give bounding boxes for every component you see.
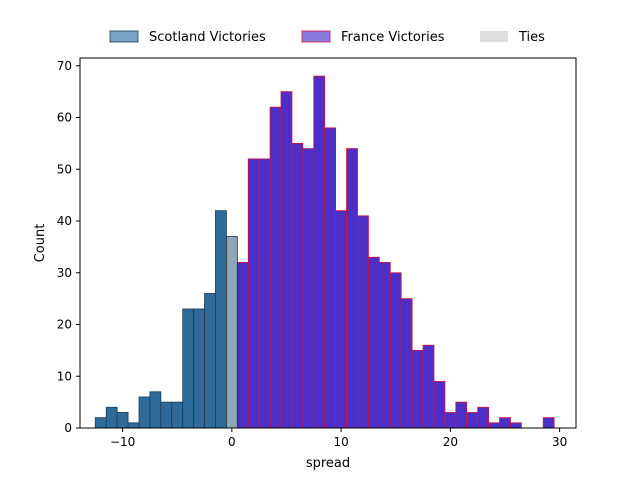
bar-france-victories-7	[313, 75, 326, 429]
y-tick-label: 20	[57, 318, 72, 332]
bar-scotland-victories-7	[171, 401, 184, 429]
bar-ties-0	[225, 236, 238, 429]
bar-france-victories-20	[455, 401, 468, 429]
x-axis: −10 0 10 20 30	[110, 428, 567, 449]
bar-france-victories-23	[488, 422, 500, 429]
bar-france-victories-25	[510, 422, 522, 429]
bar-france-victories-16	[411, 349, 424, 429]
y-axis: 0 10 20 30 40 50 60 70	[57, 59, 80, 435]
x-tick-label: 0	[228, 435, 236, 449]
bar-scotland-victories-4	[138, 396, 151, 429]
bar-france-victories-12	[368, 256, 380, 429]
bar-scotland-victories-11	[215, 210, 227, 429]
bar-scotland-victories-2	[116, 412, 129, 429]
y-tick-label: 50	[57, 162, 72, 176]
bar-france-victories-24	[499, 417, 511, 429]
legend-label: Scotland Victories	[149, 30, 266, 45]
y-axis-label: Count	[33, 224, 48, 263]
bar-france-victories-2	[258, 158, 271, 429]
bar-france-victories-4	[280, 91, 293, 429]
y-tick-label: 30	[57, 266, 72, 280]
bar-france-victories-13	[378, 262, 391, 429]
bar-france-victories-6	[302, 148, 315, 429]
bar-france-victories-11	[357, 215, 369, 429]
bar-scotland-victories-6	[160, 401, 173, 429]
legend-swatch-ties	[480, 31, 508, 42]
bar-scotland-victories-10	[204, 293, 216, 429]
bar-france-victories-26	[542, 417, 555, 429]
legend-label: Ties	[518, 30, 545, 45]
bar-france-victories-9	[335, 210, 347, 429]
legend-swatch-france-victories	[301, 30, 331, 43]
bar-france-victories-19	[444, 412, 457, 429]
y-tick-label: 10	[57, 369, 72, 383]
bars	[94, 75, 555, 429]
legend: Scotland Victories France Victories Ties	[109, 30, 545, 45]
bar-scotland-victories-3	[127, 422, 140, 429]
legend-label: France Victories	[341, 30, 445, 45]
bar-scotland-victories-9	[193, 308, 205, 429]
plot-frame	[79, 57, 577, 429]
y-tick-label: 60	[57, 111, 72, 125]
x-axis-label: spread	[306, 456, 350, 471]
bar-france-victories-1	[247, 158, 260, 429]
y-tick-label: 0	[64, 421, 72, 435]
bar-france-victories-17	[422, 344, 435, 429]
bar-france-victories-10	[346, 148, 358, 429]
bar-france-victories-18	[433, 381, 446, 429]
x-tick-label: 10	[333, 435, 348, 449]
bar-france-victories-22	[477, 406, 489, 429]
legend-swatch-scotland-victories	[109, 30, 139, 43]
bar-scotland-victories-0	[94, 417, 107, 429]
bar-france-victories-21	[466, 412, 479, 429]
bar-france-victories-0	[236, 262, 249, 429]
y-tick-label: 40	[57, 214, 72, 228]
bar-scotland-victories-5	[149, 391, 162, 429]
bar-france-victories-8	[324, 127, 337, 429]
bar-france-victories-14	[389, 272, 402, 429]
y-tick-label: 70	[57, 59, 72, 73]
bar-france-victories-3	[269, 106, 282, 429]
bar-france-victories-15	[400, 298, 413, 429]
bar-france-victories-5	[291, 142, 304, 429]
bar-scotland-victories-1	[105, 406, 118, 429]
x-tick-label: −10	[110, 435, 135, 449]
x-tick-label: 20	[443, 435, 458, 449]
x-tick-label: 30	[552, 435, 567, 449]
bar-scotland-victories-8	[182, 308, 195, 429]
